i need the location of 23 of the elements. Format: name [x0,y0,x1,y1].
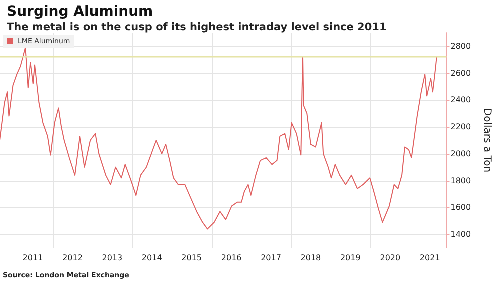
x-tick-label: 2017 [261,254,282,262]
y-tick-label: 1600 [450,203,472,212]
y-tick-label: 2800 [450,42,472,51]
y-tick-label: 1400 [450,230,472,240]
x-tick-label: 2019 [340,254,361,262]
x-tick-label: 2012 [62,254,83,262]
x-tick-label: 2016 [221,254,242,262]
chart-subtitle: The metal is on the cusp of its highest intraday level since 2011 [7,22,387,34]
x-tick-label: 2014 [142,254,162,262]
y-axis-title: Dollars a Ton [482,108,492,173]
y-tick-label: 2400 [450,96,472,105]
x-tick-label: 2013 [102,254,123,262]
y-tick-label: 1800 [450,176,472,186]
x-tick-label: 2011 [22,254,44,262]
y-tick-label: 2000 [450,149,472,158]
chart-title: Surging Aluminum [7,4,154,20]
x-tick-label: 2015 [182,254,202,262]
line-series [0,47,438,230]
y-tick-label: 2200 [450,122,472,132]
x-tick-label: 2018 [300,254,322,262]
x-tick-label: 2021 [420,254,440,262]
x-tick-label: 2020 [380,254,401,262]
y-tick-label: 2600 [450,68,472,78]
